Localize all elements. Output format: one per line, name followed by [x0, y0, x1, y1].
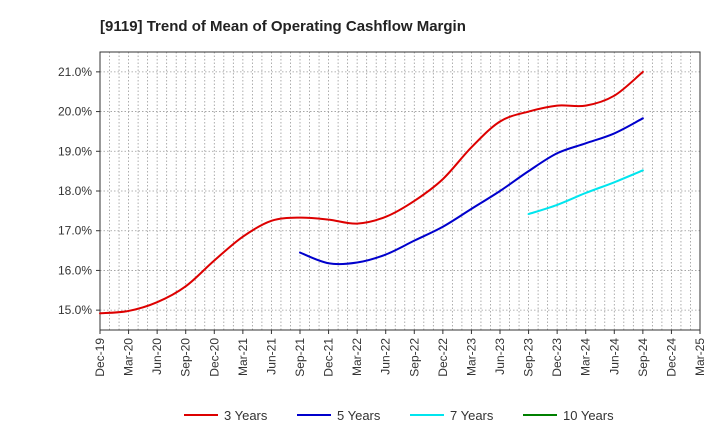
- legend-label-10-years: 10 Years: [563, 408, 614, 423]
- x-tick-label: Mar-24: [579, 338, 593, 376]
- x-tick-label: Jun-22: [379, 338, 393, 375]
- y-tick-label: 21.0%: [58, 65, 92, 79]
- x-tick-label: Jun-23: [493, 338, 507, 375]
- x-tick-label: Dec-20: [207, 338, 221, 377]
- x-tick-label: Dec-21: [322, 338, 336, 377]
- x-tick-label: Sep-21: [293, 338, 307, 377]
- y-axis: 15.0% 16.0% 17.0% 18.0% 19.0% 20.0% 21.0%: [58, 65, 100, 317]
- x-tick-label: Mar-22: [350, 338, 364, 376]
- legend-label-7-years: 7 Years: [450, 408, 494, 423]
- x-tick-label: Jun-21: [264, 338, 278, 375]
- x-tick-label: Mar-20: [122, 338, 136, 376]
- x-tick-label: Sep-22: [407, 338, 421, 377]
- x-tick-label: Sep-24: [636, 338, 650, 377]
- legend-label-5-years: 5 Years: [337, 408, 381, 423]
- y-tick-label: 18.0%: [58, 184, 92, 198]
- y-tick-label: 19.0%: [58, 144, 92, 158]
- series-layer: [99, 70, 644, 315]
- x-tick-label: Jun-20: [150, 338, 164, 375]
- legend-label-3-years: 3 Years: [224, 408, 268, 423]
- x-tick-label: Dec-22: [436, 338, 450, 377]
- x-tick-label: Mar-23: [464, 338, 478, 376]
- chart-title: [9119] Trend of Mean of Operating Cashfl…: [100, 18, 466, 35]
- y-tick-label: 16.0%: [58, 263, 92, 277]
- y-tick-label: 15.0%: [58, 303, 92, 317]
- legend: 3 Years 5 Years 7 Years 10 Years: [184, 408, 614, 423]
- x-tick-label: Dec-19: [93, 338, 107, 377]
- y-tick-label: 20.0%: [58, 105, 92, 119]
- series-line-3-years: [99, 70, 644, 315]
- x-tick-label: Mar-25: [693, 338, 707, 376]
- x-tick-label: Jun-24: [607, 338, 621, 375]
- series-line-7-years: [527, 169, 644, 216]
- series-line-5-years: [299, 117, 644, 266]
- y-tick-label: 17.0%: [58, 224, 92, 238]
- grid: [100, 52, 700, 330]
- plot-frame: [99, 51, 701, 331]
- x-tick-label: Sep-23: [522, 338, 536, 377]
- x-tick-label: Dec-23: [550, 338, 564, 377]
- x-tick-label: Mar-21: [236, 338, 250, 376]
- x-axis: Dec-19 Mar-20 Jun-20 Sep-20 Dec-20 Mar-21 Jun-…: [93, 330, 707, 377]
- x-tick-label: Dec-24: [664, 338, 678, 377]
- x-tick-label: Sep-20: [179, 338, 193, 377]
